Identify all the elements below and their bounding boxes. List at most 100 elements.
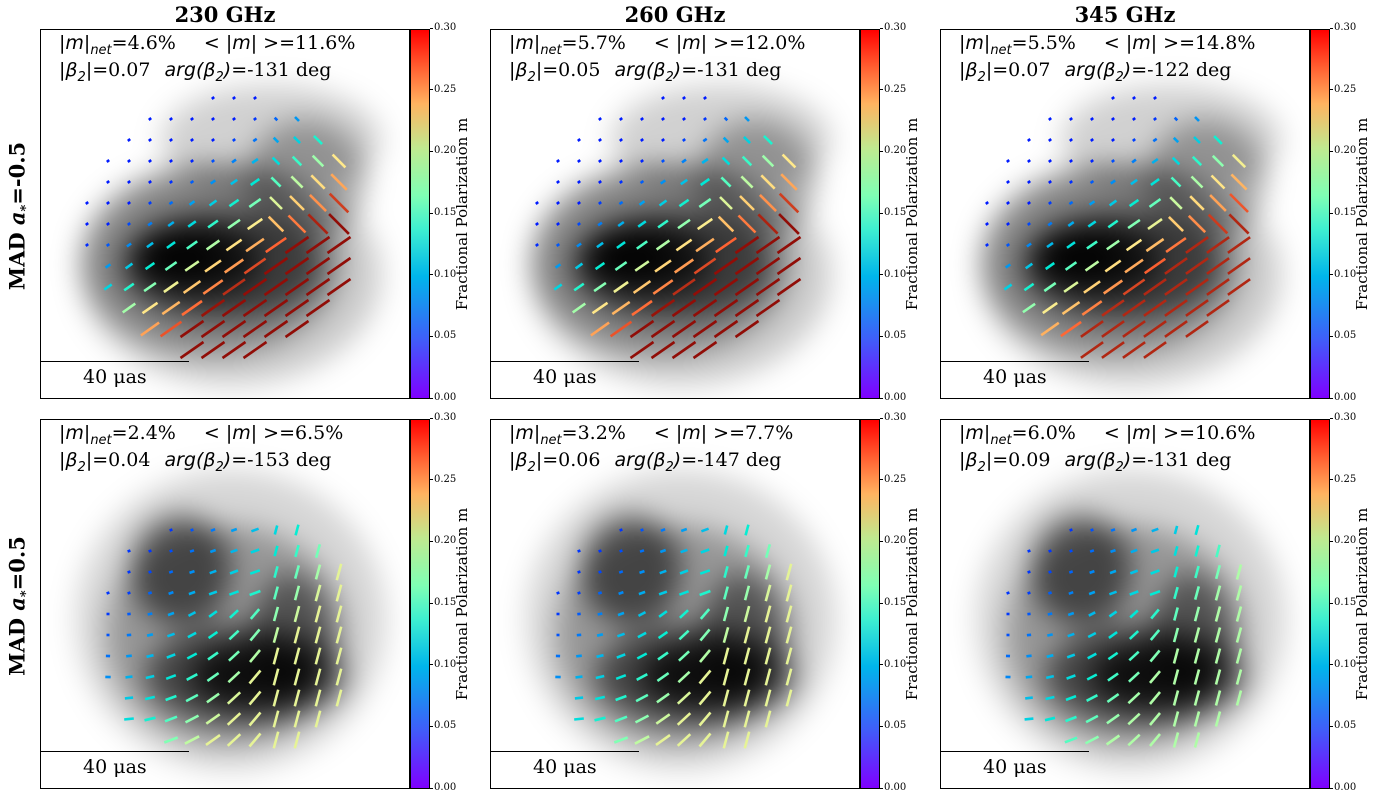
arg-symbol: arg(β (1064, 449, 1115, 471)
polarization-tick (704, 118, 706, 120)
polarization-tick (598, 592, 601, 593)
polarization-tick (1111, 550, 1116, 552)
polarization-tick (1091, 530, 1094, 531)
polarization-tick (1070, 530, 1073, 531)
polarization-tick (578, 223, 580, 225)
polarization-tick (233, 97, 235, 99)
polarization-tick (149, 202, 151, 204)
colorbar-label: Fractional Polarization m (1352, 29, 1372, 399)
polarization-tick (641, 160, 643, 162)
polarization-tick (1049, 160, 1051, 162)
colorbar-label-text: Fractional Polarization m (1353, 118, 1371, 311)
polarization-tick (620, 160, 622, 162)
polarization-tick (557, 223, 559, 225)
polarization-tick (725, 118, 728, 121)
intensity-blob-group (981, 85, 1281, 385)
polarization-tick (86, 202, 88, 204)
intensity-image (941, 30, 1310, 399)
polarization-tick (683, 139, 685, 141)
polarization-tick (1049, 139, 1051, 141)
intensity-blob-group (976, 470, 1286, 770)
stat-line-m: |m|net=4.6%< |m| >=11.6% (59, 32, 355, 58)
beta2-value: =0.07 (92, 59, 150, 81)
polarization-tick (126, 677, 133, 678)
polarization-tick (1070, 160, 1072, 162)
arg-sub: 2 (666, 460, 674, 475)
scale-label: 40 μas (83, 366, 147, 388)
polarization-tick (1070, 551, 1073, 552)
intensity-image (41, 30, 410, 399)
row-label-sub: * (19, 590, 34, 597)
polarization-tick (128, 593, 131, 594)
intensity-image (491, 420, 860, 789)
polarization-tick (557, 593, 560, 594)
polarization-tick (1049, 181, 1051, 183)
polarization-tick (1028, 181, 1030, 183)
polarization-tick (536, 223, 538, 225)
row-label-param: a (4, 212, 29, 226)
polarization-tick (1112, 139, 1114, 141)
polarization-tick (986, 223, 988, 225)
polarization-tick (662, 118, 664, 120)
polarization-tick (170, 530, 173, 531)
arg-sub: 2 (666, 70, 674, 85)
m-net-symbol: |m| (59, 32, 90, 54)
arg-sub: 2 (216, 460, 224, 475)
polarization-tick (1049, 202, 1051, 204)
polarization-tick (212, 97, 214, 99)
colorbar (410, 419, 430, 789)
polarization-tick (704, 97, 706, 99)
polarization-tick (1028, 572, 1031, 573)
polarization-tick (170, 181, 172, 183)
m-avg-value: =7.7% (729, 422, 793, 444)
polarization-tick (1133, 118, 1135, 120)
arg-beta2-value: =-131 deg (681, 59, 781, 81)
beta2-value: =0.07 (992, 59, 1050, 81)
beta-symbol: |β (509, 449, 528, 471)
polarization-tick (107, 181, 109, 183)
polarization-tick (619, 202, 622, 204)
polarization-tick (128, 223, 130, 225)
polarization-tick (576, 656, 582, 657)
polarization-tick (640, 550, 644, 551)
polarization-tick (1026, 677, 1032, 678)
m-net-symbol: |m| (509, 422, 540, 444)
polarization-tick (599, 572, 602, 573)
m-avg-symbol: < |m| > (204, 32, 279, 54)
polarization-tick (149, 118, 151, 120)
colorbar (860, 29, 880, 399)
polarization-tick (662, 97, 664, 99)
polarization-tick (597, 655, 604, 657)
stat-line-m: |m|net=3.2%< |m| >=7.7% (509, 422, 793, 448)
polarization-tick (190, 571, 195, 573)
colorbar (410, 29, 430, 399)
colorbar-label: Fractional Polarization m (902, 419, 922, 789)
row-label-prefix: MAD (4, 232, 29, 290)
polarization-tick (597, 634, 603, 635)
polarization-tick (170, 160, 172, 162)
m-net-value: =4.6% (112, 32, 176, 54)
polarization-tick (107, 202, 109, 204)
polarization-tick (1028, 593, 1031, 594)
polarization-tick (212, 118, 214, 120)
polarization-tick (233, 139, 235, 141)
polarization-tick (1133, 139, 1135, 141)
polarization-tick (149, 139, 151, 141)
beta-sub: 2 (978, 460, 986, 475)
polarization-tick (1091, 181, 1094, 183)
polarization-tick (599, 551, 602, 552)
polarization-tick (574, 719, 584, 720)
scale-bar (941, 751, 1089, 752)
polarization-tick (169, 592, 174, 594)
m-net-sub: net (540, 43, 561, 58)
intensity-blob (1031, 515, 1131, 625)
colorbar-label: Fractional Polarization m (1352, 419, 1372, 789)
beta-symbol: |β (59, 449, 78, 471)
polarization-tick (107, 160, 109, 162)
polarization-tick (1026, 656, 1031, 657)
m-avg-symbol: < |m| > (654, 422, 729, 444)
